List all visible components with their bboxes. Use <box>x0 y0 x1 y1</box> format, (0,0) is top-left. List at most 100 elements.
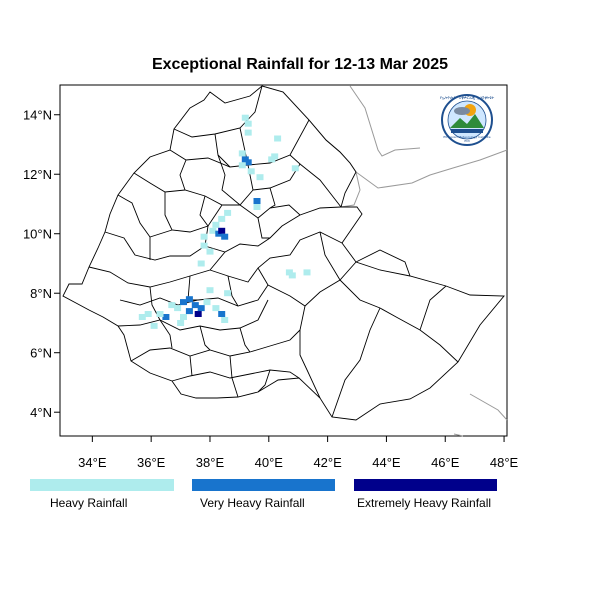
rain-cell-heavy <box>224 209 232 216</box>
axis-ticks: 34°E 36°E 38°E 40°E 42°E 44°E 46°E 48°E 4°N 6°N 8°… <box>23 108 519 470</box>
logo-text-top: የኢትዮጵያ ሚቲዎሮሎጂ ኢንስቲትዩት <box>440 95 495 100</box>
region-line-38 <box>319 231 341 281</box>
rain-cell-heavy <box>303 269 311 276</box>
rain-cell-heavy <box>274 135 282 142</box>
x-tick-label: 38°E <box>196 455 225 470</box>
y-tick-label: 10°N <box>23 227 52 242</box>
y-tick-label: 8°N <box>30 286 52 301</box>
rain-cell-heavy <box>200 242 208 249</box>
red-sea-coast <box>355 149 508 189</box>
rain-cell-very-heavy <box>253 198 261 204</box>
rain-cell-heavy <box>168 302 176 309</box>
region-line-34 <box>199 195 209 227</box>
rain-cell-heavy <box>206 287 214 294</box>
region-line-5 <box>299 163 342 208</box>
region-line-23 <box>199 325 211 351</box>
rain-cell-heavy <box>256 174 264 181</box>
rain-cell-very-heavy <box>180 299 187 306</box>
region-line-7 <box>164 192 223 233</box>
region-line-6 <box>133 172 254 206</box>
rain-cell-heavy <box>253 204 261 210</box>
legend-swatch-heavy <box>30 479 174 491</box>
rain-cell-heavy <box>206 248 214 255</box>
region-line-15 <box>299 305 321 399</box>
rain-cell-very-heavy <box>218 311 226 317</box>
rainfall-cells <box>138 114 311 329</box>
rain-cell-heavy <box>247 168 255 175</box>
rain-cell-heavy <box>244 120 252 127</box>
rain-cell-heavy <box>203 299 211 306</box>
region-line-28 <box>229 355 239 398</box>
logo-text-bottom: Ethiopian Meteorology Institute <box>443 135 490 139</box>
legend-label-extremely-heavy: Extremely Heavy Rainfall <box>357 496 492 510</box>
legend-label-heavy: Heavy Rainfall <box>50 496 128 510</box>
rain-cell-heavy <box>212 221 220 228</box>
region-line-12 <box>88 251 226 288</box>
rain-cell-heavy <box>180 314 187 320</box>
y-tick-label: 6°N <box>30 346 52 361</box>
x-tick-label: 36°E <box>137 455 166 470</box>
somalia-coast-south <box>453 433 464 437</box>
x-tick-label: 40°E <box>255 455 284 470</box>
region-line-21 <box>171 369 300 382</box>
region-line-36 <box>217 154 241 206</box>
region-line-39 <box>419 285 447 331</box>
ethiopian-meteorology-institute-logo: የኢትዮጵያ ሚቲዎሮሎጂ ኢንስቲትዩት Ethiopian Meteorol… <box>440 94 495 146</box>
ethiopia-region-borders <box>62 85 505 421</box>
region-line-32 <box>257 217 270 239</box>
rain-cell-heavy <box>238 162 246 169</box>
legend-swatch-extremely-heavy <box>354 479 497 491</box>
rain-cell-heavy <box>177 320 185 326</box>
region-line-20 <box>130 329 301 362</box>
region-line-29 <box>189 355 193 377</box>
x-tick-label: 48°E <box>490 455 519 470</box>
rain-cell-heavy <box>224 290 232 297</box>
y-tick-label: 14°N <box>23 108 52 123</box>
region-line-35 <box>179 159 187 191</box>
map-frame <box>59 84 508 437</box>
rain-cell-heavy <box>138 314 146 320</box>
rain-cell-heavy <box>291 165 299 172</box>
region-line-24 <box>239 327 251 353</box>
x-tick-label: 34°E <box>78 455 107 470</box>
rain-cell-heavy <box>288 272 296 279</box>
logo-water-icon <box>451 129 483 133</box>
rain-cell-extremely-heavy <box>194 311 202 317</box>
rain-cell-heavy <box>241 114 249 121</box>
region-line-22 <box>159 319 173 349</box>
region-line-16 <box>339 279 459 363</box>
legend-swatch-very-heavy <box>192 479 335 491</box>
rain-cell-heavy <box>218 215 226 222</box>
logo-cloud-icon <box>454 107 470 115</box>
rain-cell-very-heavy <box>185 296 193 303</box>
rain-cell-extremely-heavy <box>218 227 226 234</box>
x-tick-label: 44°E <box>372 455 401 470</box>
logo-text-year: EMI <box>464 139 469 143</box>
legend-label-very-heavy: Very Heavy Rainfall <box>200 496 305 510</box>
region-line-1 <box>173 85 263 138</box>
rain-cell-heavy <box>238 150 246 157</box>
rain-cell-very-heavy <box>244 159 252 166</box>
rain-cell-heavy <box>200 233 208 240</box>
rain-cell-very-heavy <box>197 305 205 312</box>
somalia-coast <box>469 393 508 421</box>
rain-cell-very-heavy <box>185 308 193 315</box>
region-line-30 <box>257 369 271 393</box>
y-tick-label: 12°N <box>23 167 52 182</box>
rain-cell-heavy <box>174 305 182 312</box>
rain-cell-very-heavy <box>191 302 199 309</box>
rain-cell-heavy <box>144 311 152 317</box>
rain-cell-heavy <box>150 322 158 329</box>
rain-cell-very-heavy <box>162 314 170 320</box>
logo-mountain-icon <box>450 114 484 128</box>
map-title: Exceptional Rainfall for 12-13 Mar 2025 <box>151 56 449 73</box>
rain-cell-heavy <box>221 317 229 323</box>
region-line-33 <box>269 187 276 209</box>
region-line-37 <box>355 249 411 277</box>
rain-cell-heavy <box>244 129 252 136</box>
region-line-27 <box>227 275 239 307</box>
region-line-8 <box>117 194 173 238</box>
rain-cell-heavy <box>212 305 220 312</box>
y-tick-label: 4°N <box>30 405 52 420</box>
